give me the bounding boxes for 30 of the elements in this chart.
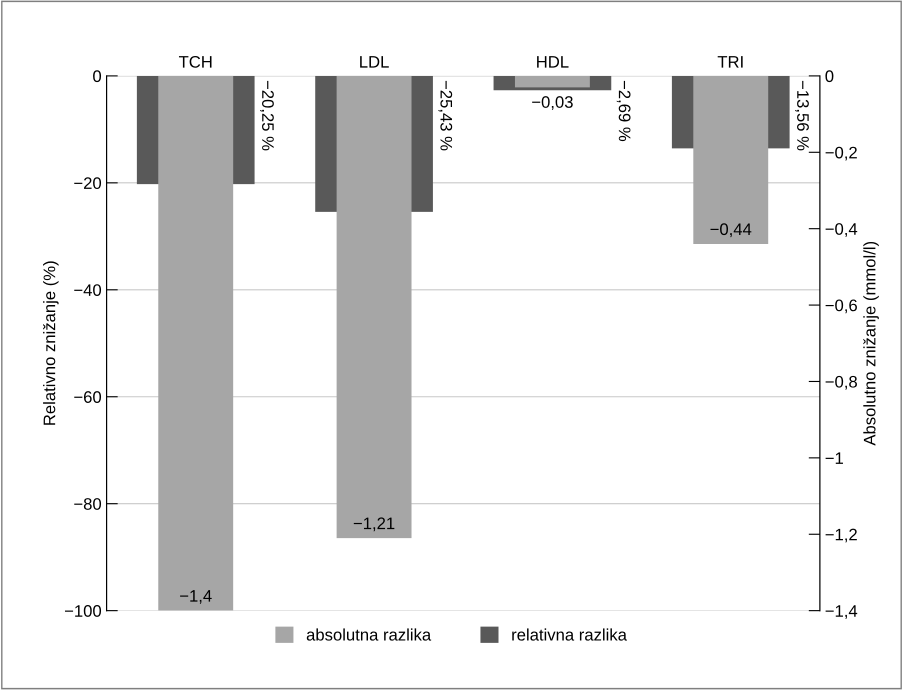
- x-tick-label: TCH: [178, 56, 212, 68]
- data-label: −1,4: [180, 590, 212, 604]
- legend-label: relativna razlika: [512, 628, 627, 641]
- y2-tick-label: −0,8: [826, 376, 857, 390]
- y-tick-label: −60: [74, 391, 102, 403]
- y-tick-label: −100: [64, 605, 102, 617]
- y-tick-label: −40: [74, 284, 102, 296]
- data-label: −0,03: [532, 96, 573, 110]
- data-label: −0,44: [710, 223, 752, 238]
- data-label: −2,69 %: [616, 80, 631, 142]
- y-tick-label: −80: [74, 498, 102, 510]
- x-tick-label: HDL: [537, 56, 569, 68]
- data-label: −1,21: [354, 517, 394, 532]
- y-tick-label: −20: [74, 177, 102, 190]
- data-label: −13,56 %: [795, 80, 809, 150]
- data-label: −20,25 %: [260, 80, 274, 150]
- y2-axis-title: Absolutno znižanje (mmol/l): [863, 242, 879, 446]
- y2-tick-label: −1,2: [826, 528, 857, 542]
- data-label: −25,43 %: [438, 80, 452, 150]
- y-axis-title: Relativno znižanje (%): [43, 261, 59, 425]
- y2-tick-label: −0,6: [826, 299, 857, 314]
- legend-label: absolutna razlika: [306, 628, 432, 641]
- y2-tick-label: 0: [825, 70, 834, 82]
- y2-tick-label: −0,2: [826, 146, 857, 160]
- y2-tick-label: −0,4: [826, 223, 858, 237]
- x-tick-label: TRI: [718, 56, 743, 68]
- y2-tick-label: −1: [826, 452, 843, 464]
- x-tick-label: LDL: [360, 56, 389, 68]
- y2-tick-label: −1,4: [826, 605, 858, 619]
- y-tick-label: 0: [93, 70, 102, 82]
